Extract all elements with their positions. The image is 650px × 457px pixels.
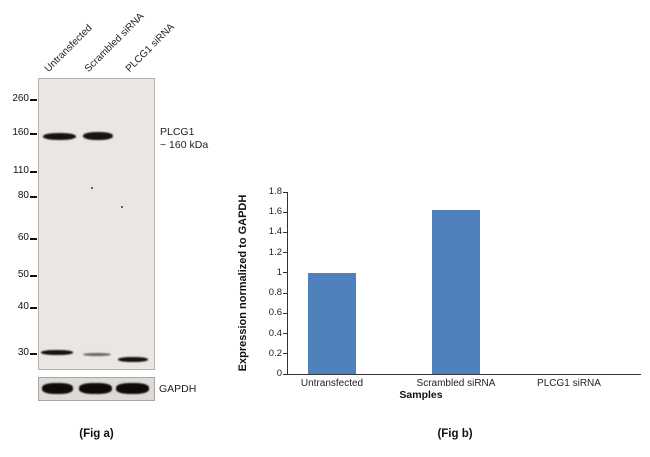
band-gapdh-lane2 [79, 383, 112, 394]
y-axis-tick-label: 1.2 [268, 246, 282, 258]
y-axis-tick-label: 0.4 [268, 327, 282, 339]
x-axis-category-label: PLCG1 siRNA [537, 378, 601, 389]
y-axis-tick-label: 1.4 [268, 226, 282, 238]
y-axis-tick-label: 1.8 [268, 186, 282, 197]
band-gapdh-lane3 [116, 383, 149, 394]
chart-bar [308, 272, 356, 374]
x-axis-category-label: Scrambled siRNA [416, 378, 496, 389]
loading-control-blot [38, 377, 155, 401]
mw-marker-label: 160 [12, 127, 29, 138]
mw-marker-tick [30, 238, 37, 240]
fig-b-caption: (Fig b) [437, 428, 473, 440]
mw-marker-label: 60 [17, 232, 29, 243]
y-axis-tick-label: 0.6 [268, 307, 282, 319]
mw-marker-label: 40 [17, 301, 29, 312]
y-axis-tick [283, 353, 288, 355]
mw-marker-label: 30 [17, 347, 29, 358]
y-axis-tick-label: 0.2 [268, 347, 282, 359]
blot-speck [121, 206, 123, 208]
x-axis-category-label: Untransfected [300, 378, 364, 389]
band-plcg1-lane1 [43, 133, 76, 140]
band-plcg1-lane2 [83, 132, 113, 140]
mw-marker-tick [30, 275, 37, 277]
y-axis-tick [283, 231, 288, 233]
y-axis-title: Expression normalized to GAPDH [237, 194, 249, 372]
target-band-label: PLCG1 [160, 126, 195, 138]
mw-marker-tick [30, 307, 37, 309]
y-axis-tick [283, 312, 288, 314]
y-axis-tick-label: 0.8 [268, 287, 282, 299]
mw-marker-label: 80 [17, 190, 29, 201]
y-axis-tick-label: 1 [276, 266, 282, 278]
band-30kda-lane1 [41, 350, 73, 355]
mw-marker-tick [30, 99, 37, 101]
chart-plot-area: 0 0.2 0.4 0.6 0.8 1 1.2 1.4 1.6 1.8 Untransfected S… [269, 186, 641, 389]
chart-bar [432, 210, 480, 374]
blot-image [38, 78, 155, 370]
mw-marker-label: 50 [17, 269, 29, 280]
mw-marker-label: 260 [12, 93, 29, 104]
y-axis-tick-label: 0 [276, 368, 282, 379]
target-band-kda-label: ~ 160 kDa [160, 139, 209, 151]
band-30kda-lane3 [118, 357, 148, 362]
y-axis-tick [283, 292, 288, 294]
blot-speck [91, 187, 93, 189]
y-axis-tick [283, 272, 288, 274]
fig-a-caption: (Fig a) [79, 428, 114, 440]
band-gapdh-lane1 [42, 383, 73, 394]
mw-marker-label: 110 [13, 165, 29, 176]
mw-marker-tick [30, 133, 37, 135]
y-axis-tick [283, 211, 288, 213]
y-axis-tick-label: 1.6 [268, 206, 282, 218]
mw-marker-tick [30, 196, 37, 198]
band-30kda-lane2 [83, 353, 111, 356]
y-axis-tick [283, 252, 288, 254]
y-axis-tick [283, 333, 288, 335]
loading-control-label: GAPDH [159, 383, 197, 395]
y-axis-tick [283, 191, 288, 193]
mw-marker-tick [30, 353, 37, 355]
mw-marker-tick [30, 171, 37, 173]
y-axis-tick [283, 373, 288, 375]
x-axis-title: Samples [399, 389, 443, 401]
